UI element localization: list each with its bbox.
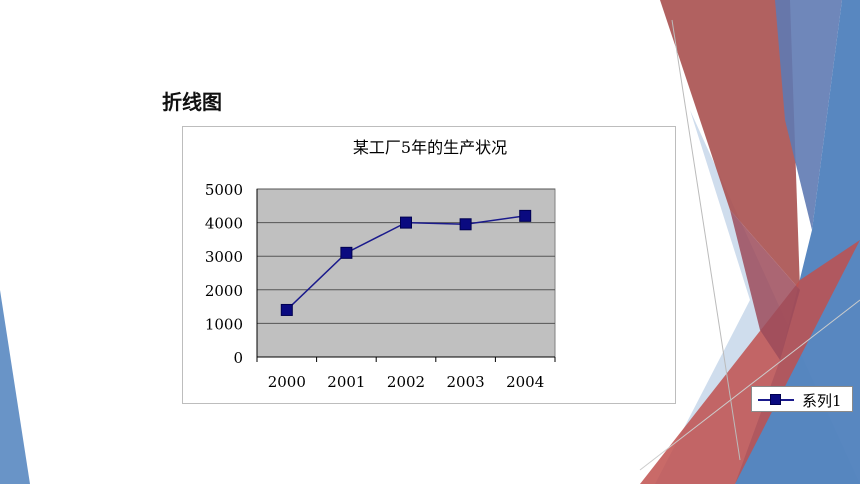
data-point-marker <box>519 209 532 222</box>
data-point-marker <box>280 303 293 316</box>
decor-thin-line <box>671 19 741 461</box>
chart-container: 某工厂5年的生产状况 0 1000 2000 3000 4000 5000 2000 2001… <box>182 126 853 412</box>
x-tick-label: 2002 <box>387 373 425 391</box>
x-tick-label: 2004 <box>506 373 544 391</box>
y-tick-label: 5000 <box>205 181 243 199</box>
axes <box>256 189 556 362</box>
decor-top-red-shard <box>660 0 800 290</box>
chart-legend: 系列1 <box>751 386 853 412</box>
x-tick-label: 2003 <box>447 373 485 391</box>
decor-mid-red-shard <box>730 210 800 360</box>
legend-marker-swatch <box>770 394 781 405</box>
y-tick-label: 4000 <box>205 215 243 233</box>
decor-top-blue-shard <box>775 0 842 230</box>
data-point-marker <box>340 246 353 259</box>
plot-area <box>256 188 556 358</box>
line-chart: 某工厂5年的生产状况 0 1000 2000 3000 4000 5000 2000 2001… <box>205 138 556 391</box>
y-tick-label: 1000 <box>205 315 243 333</box>
tick-labels: 0 1000 2000 3000 4000 5000 2000 2001 2002 2003 200… <box>205 181 544 391</box>
legend-label: 系列1 <box>802 392 842 410</box>
y-tick-label: 2000 <box>205 282 243 300</box>
decor-right-blue-panel <box>735 0 860 484</box>
chart-title: 某工厂5年的生产状况 <box>353 138 507 157</box>
x-tick-label: 2001 <box>327 373 365 391</box>
decor-left-blue-strip <box>0 290 30 484</box>
data-point-marker <box>400 216 412 229</box>
y-tick-label: 3000 <box>205 248 243 266</box>
y-tick-label: 0 <box>233 349 243 367</box>
section-heading: 折线图 <box>162 90 222 114</box>
decor-thin-line <box>639 299 860 471</box>
series-layer <box>280 209 532 316</box>
data-point-marker <box>459 218 472 231</box>
decor-bottom-red-shard <box>640 240 860 484</box>
x-tick-label: 2000 <box>268 373 306 391</box>
